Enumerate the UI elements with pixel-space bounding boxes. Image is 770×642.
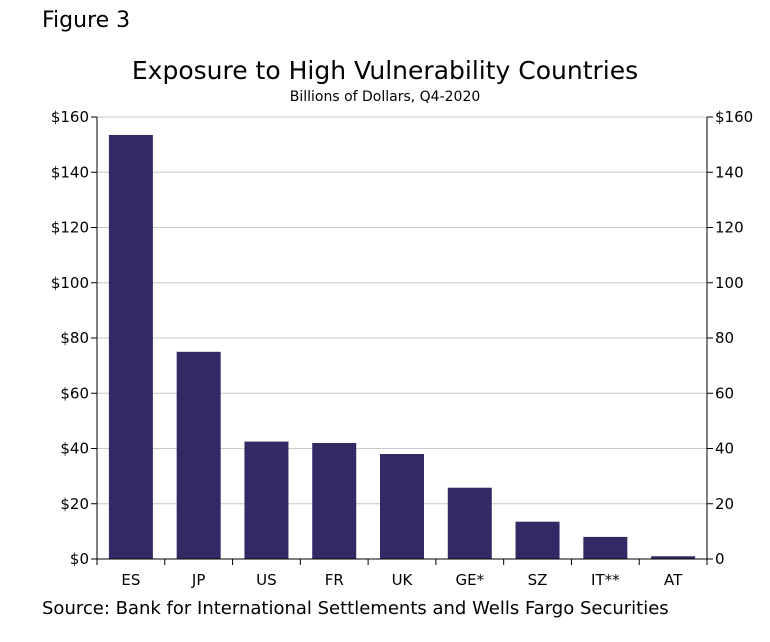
y-tick-label-right: 40 xyxy=(715,440,734,458)
y-tick-label-left: $140 xyxy=(51,163,89,181)
bar-it xyxy=(583,536,628,559)
y-tick-label-right: 80 xyxy=(715,329,734,347)
y-tick-label-left: $0 xyxy=(70,550,89,568)
x-tick-label: JP xyxy=(191,571,205,589)
y-tick-label-right: 60 xyxy=(715,384,734,402)
x-tick-label: US xyxy=(256,571,277,589)
y-tick-label-left: $20 xyxy=(60,495,89,513)
y-tick-label-left: $80 xyxy=(60,329,89,347)
bar-uk xyxy=(380,454,424,559)
y-tick-label-left: $120 xyxy=(51,219,89,237)
y-tick-label-right: 120 xyxy=(715,219,744,237)
x-tick-label: ES xyxy=(121,571,140,589)
y-tick-label-left: $60 xyxy=(60,384,89,402)
x-tick-label: IT** xyxy=(591,571,620,589)
y-tick-label-right: 20 xyxy=(715,495,734,513)
figure-label: Figure 3 xyxy=(42,8,131,33)
x-tick-label: AT xyxy=(664,571,683,589)
chart-title: Exposure to High Vulnerability Countries xyxy=(131,56,639,85)
bar-fr xyxy=(312,442,357,559)
bar-es xyxy=(108,134,153,560)
y-tick-label-left: $40 xyxy=(60,440,89,458)
y-tick-label-left: $160 xyxy=(51,108,89,126)
bar-sz xyxy=(515,521,560,559)
x-tick-label: FR xyxy=(325,571,344,589)
x-tick-label: GE* xyxy=(455,571,484,589)
y-tick-label-right: $160 xyxy=(715,108,753,126)
x-tick-label: SZ xyxy=(528,571,548,589)
bar-ge xyxy=(447,487,492,559)
x-tick-label: UK xyxy=(392,571,414,589)
y-tick-label-left: $100 xyxy=(51,274,89,292)
bar-jp xyxy=(176,351,221,559)
source-note: Source: Bank for International Settlemen… xyxy=(42,598,669,619)
chart-subtitle: Billions of Dollars, Q4-2020 xyxy=(289,89,481,105)
y-tick-label-right: 140 xyxy=(715,163,744,181)
y-tick-label-right: 100 xyxy=(715,274,744,292)
bar-us xyxy=(244,441,289,559)
y-tick-label-right: 0 xyxy=(715,550,725,568)
bar-at xyxy=(651,556,696,559)
